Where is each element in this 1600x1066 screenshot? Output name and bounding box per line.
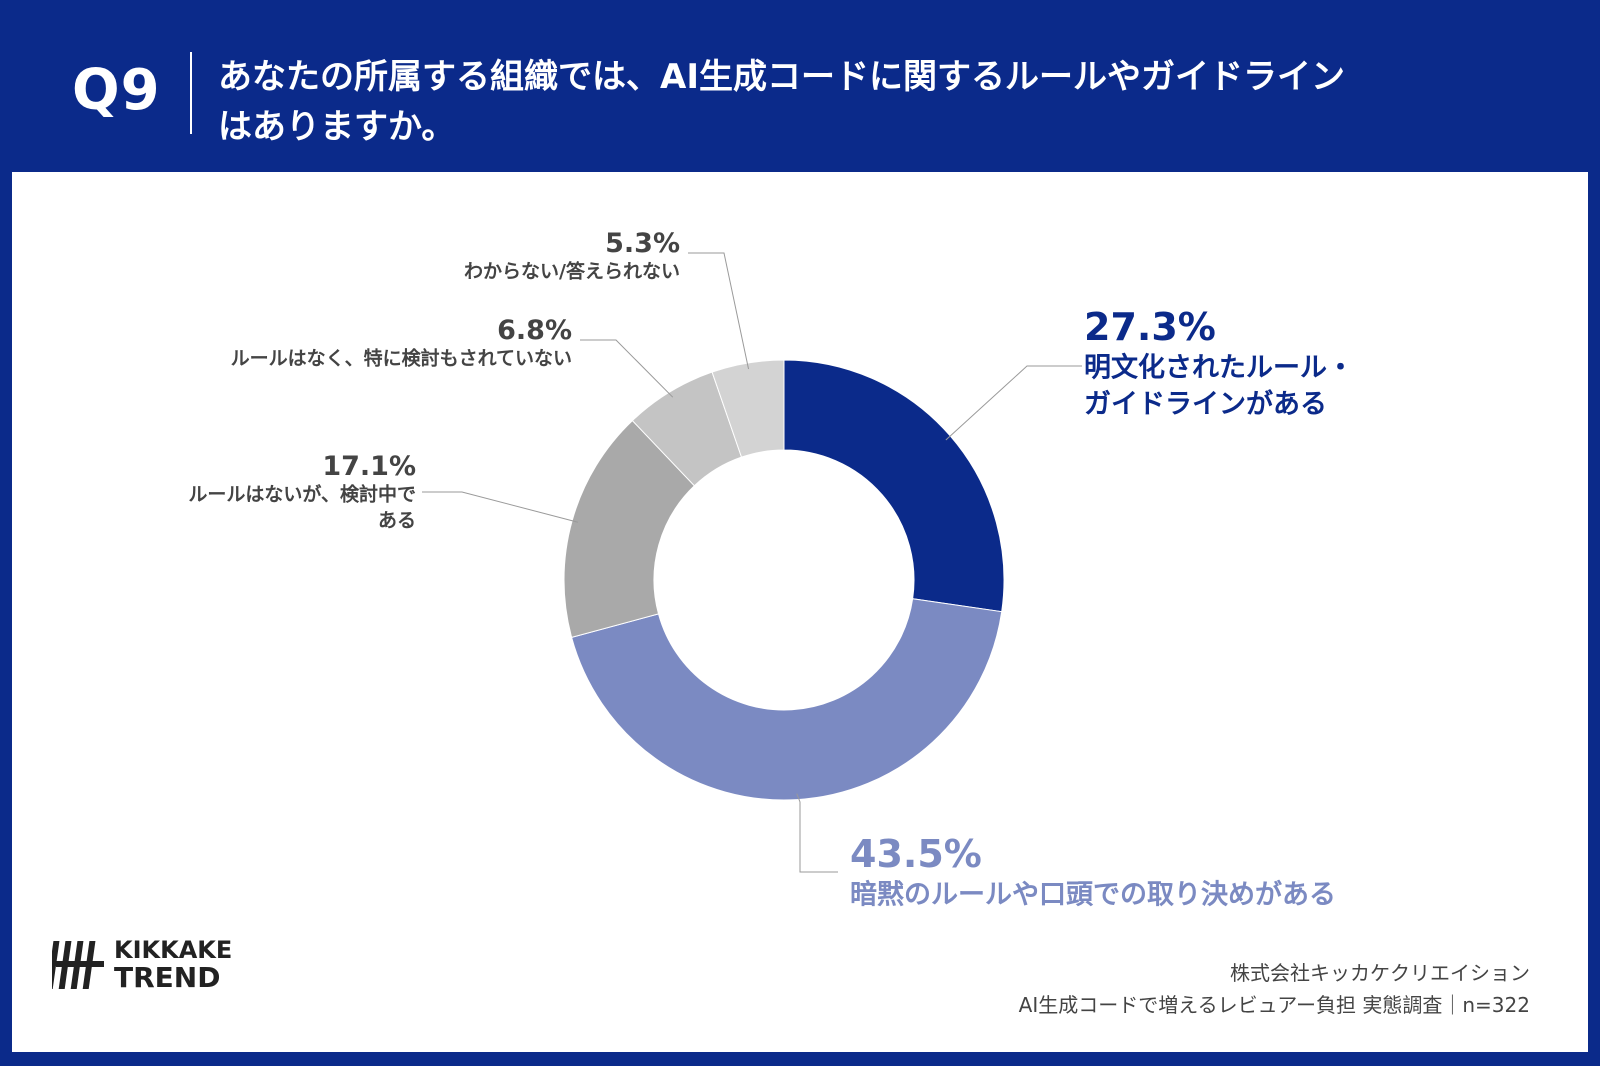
question-title-line-1: あなたの所属する組織では、AI生成コードに関するルールやガイドライン	[218, 57, 1345, 97]
donut-slice-5	[711, 359, 785, 458]
kikkake-trend-logo: KIKKAKE TREND	[46, 937, 232, 997]
logo-text: KIKKAKE TREND	[114, 937, 232, 993]
header-divider	[190, 52, 192, 134]
footer-survey: AI生成コードで増えるレビュアー負担 実態調査｜n=322	[1018, 993, 1530, 1017]
slice-category-label-4-line-1: ルールはなく、特に検討もされていない	[231, 347, 572, 370]
logo-mark-icon	[46, 941, 104, 989]
leader-line-3	[422, 491, 579, 523]
donut-slice-2	[571, 598, 1003, 801]
slice-category-label-3-line-2: ある	[378, 509, 416, 531]
leader-line-1	[945, 365, 1082, 441]
question-number: Q9	[72, 58, 161, 123]
donut-slice-3	[563, 419, 696, 638]
slice-percent-label-3: 17.1%	[322, 451, 416, 482]
slice-category-label-5-line-1: わからない/答えられない	[464, 260, 680, 283]
slice-category-label-1-line-2: ガイドラインがある	[1084, 388, 1327, 420]
leader-line-4	[580, 339, 674, 398]
slice-percent-label-4: 6.8%	[497, 315, 572, 346]
donut-slices	[563, 359, 1005, 801]
leader-line-5	[688, 252, 750, 370]
slice-percent-label-5: 5.3%	[605, 228, 680, 259]
logo-line-2: TREND	[114, 961, 221, 994]
leader-line-2	[796, 793, 838, 873]
slice-category-label-1-line-1: 明文化されたルール・	[1084, 351, 1354, 383]
slice-category-label-2-line-1: 暗黙のルールや口頭での取り決めがある	[850, 878, 1336, 910]
footer-company: 株式会社キッカケクリエイション	[1230, 961, 1530, 985]
leader-lines	[422, 252, 1082, 873]
question-title: あなたの所属する組織では、AI生成コードに関するルールやガイドライン はあります…	[218, 52, 1498, 152]
question-title-line-2: はありますか。	[218, 107, 456, 147]
slice-labels: 27.3%明文化されたルール・ガイドラインがある 43.5%暗黙のルールや口頭での…	[188, 228, 1354, 910]
slice-percent-label-1: 27.3%	[1084, 305, 1216, 349]
chart-card: 27.3% 明文化されたルール・ ガイドラインがある 43.5% 暗黙のルールや口頭での…	[12, 172, 1588, 1052]
footer-credit: 株式会社キッカケクリエイション AI生成コードで増えるレビュアー負担 実態調査｜…	[1019, 957, 1530, 1021]
donut-chart: 27.3%明文化されたルール・ガイドラインがある 43.5%暗黙のルールや口頭での…	[188, 228, 1354, 910]
slice-category-label-3-line-1: ルールはないが、検討中で	[188, 483, 416, 506]
header-bar: Q9 あなたの所属する組織では、AI生成コードに関するルールやガイドライン はあ…	[0, 0, 1600, 172]
logo-line-1: KIKKAKE	[114, 936, 233, 964]
donut-slice-1	[783, 359, 1005, 613]
slice-percent-label-2: 43.5%	[850, 832, 982, 876]
